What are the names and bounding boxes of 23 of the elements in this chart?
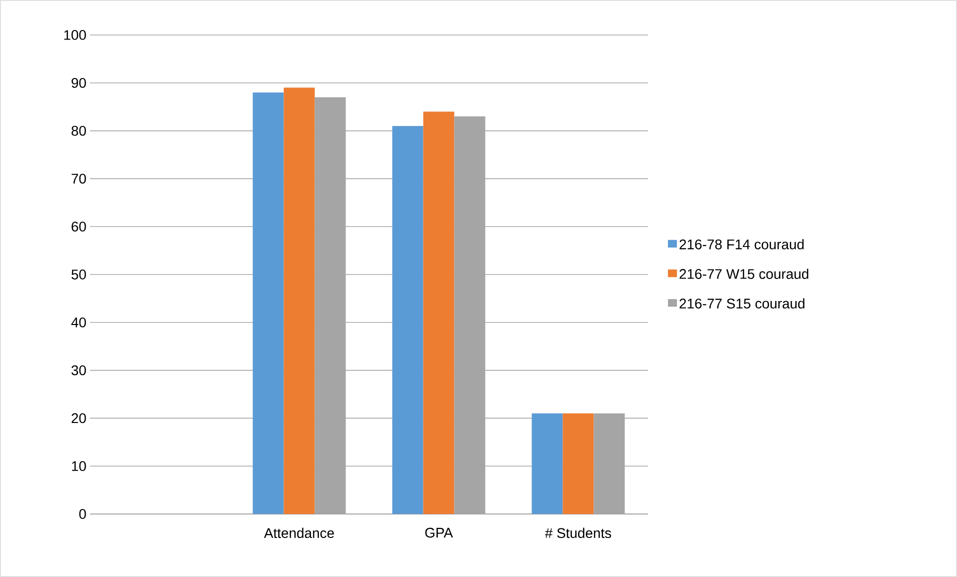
y-tick-label: 0 [79, 509, 86, 519]
y-tick-label: 10 [72, 461, 86, 472]
bar [252, 92, 284, 514]
x-tick-label: GPA [425, 528, 453, 538]
y-tick-label: 20 [72, 413, 86, 424]
bar [423, 112, 454, 514]
x-tick-label: # Students [544, 528, 612, 538]
legend-label: 216-77 W15 couraud [680, 268, 808, 279]
y-tick-label: 50 [72, 270, 86, 280]
legend-label: 216-78 F14 couraud [680, 239, 804, 250]
y-tick-label: 100 [64, 30, 86, 40]
bar [532, 413, 563, 514]
bar [392, 126, 424, 514]
y-tick-label: 40 [71, 317, 86, 328]
y-tick-label: 80 [72, 126, 86, 136]
y-tick-label: 70 [72, 174, 86, 184]
y-tick-label: 30 [71, 365, 86, 376]
y-tick-label: 90 [72, 78, 86, 88]
bar [284, 88, 315, 514]
x-tick-label: Attendance [264, 528, 334, 538]
legend-label: 216-77 S15 couraud [680, 298, 804, 309]
y-tick-label: 60 [72, 222, 86, 232]
bar [562, 413, 594, 514]
